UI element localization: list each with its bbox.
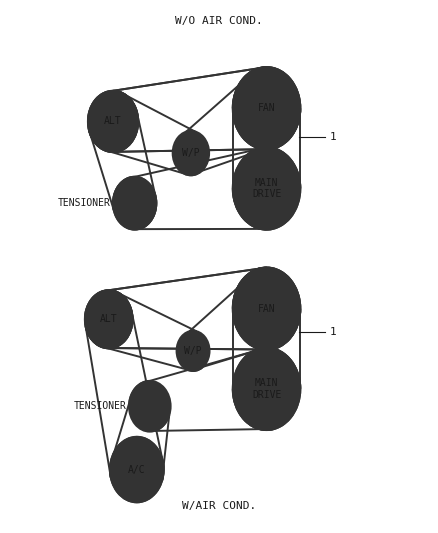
Text: W/P: W/P	[182, 148, 200, 158]
Text: 1: 1	[329, 132, 336, 142]
Circle shape	[173, 131, 209, 175]
Text: 1: 1	[329, 327, 336, 337]
Circle shape	[110, 437, 164, 502]
Text: FAN: FAN	[258, 103, 276, 114]
Text: MAIN
DRIVE: MAIN DRIVE	[252, 378, 281, 400]
Text: W/O AIR COND.: W/O AIR COND.	[175, 16, 263, 26]
Text: A/C: A/C	[128, 465, 146, 474]
Circle shape	[129, 381, 170, 432]
Circle shape	[233, 268, 300, 350]
Text: FAN: FAN	[258, 304, 276, 314]
Text: W/AIR COND.: W/AIR COND.	[182, 502, 256, 512]
Circle shape	[233, 147, 300, 230]
Text: ALT: ALT	[104, 116, 122, 126]
Text: MAIN
DRIVE: MAIN DRIVE	[252, 177, 281, 199]
Text: TENSIONER: TENSIONER	[74, 401, 127, 411]
Text: TENSIONER: TENSIONER	[58, 198, 111, 208]
Circle shape	[113, 177, 156, 230]
Text: W/P: W/P	[184, 346, 202, 356]
Circle shape	[233, 348, 300, 430]
Circle shape	[85, 290, 133, 348]
Circle shape	[88, 91, 138, 152]
Circle shape	[177, 331, 209, 371]
Circle shape	[233, 67, 300, 149]
Text: ALT: ALT	[100, 314, 117, 324]
